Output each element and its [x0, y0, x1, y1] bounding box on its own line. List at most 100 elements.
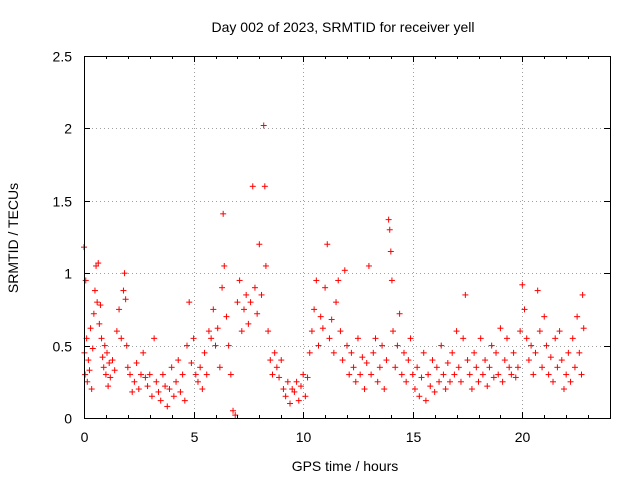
- data-point: [227, 371, 234, 378]
- data-point: [381, 386, 388, 393]
- y-tick-label: 0.5: [53, 339, 73, 355]
- data-point: [554, 364, 561, 371]
- data-point: [297, 383, 304, 390]
- x-tick-label: 10: [296, 429, 312, 445]
- data-point: [220, 210, 227, 217]
- data-point: [565, 349, 572, 356]
- data-point: [101, 342, 108, 349]
- data-point: [260, 122, 267, 129]
- data-point: [88, 386, 95, 393]
- data-point: [208, 335, 215, 342]
- plot-frame: [84, 56, 611, 419]
- data-point: [422, 397, 429, 404]
- data-point: [282, 393, 289, 400]
- data-point: [420, 349, 427, 356]
- data-point: [262, 262, 269, 269]
- data-point: [86, 367, 93, 374]
- data-point: [116, 306, 123, 313]
- data-point: [127, 371, 134, 378]
- data-point: [493, 349, 500, 356]
- data-point: [396, 310, 403, 317]
- data-point: [240, 306, 247, 313]
- data-point: [151, 335, 158, 342]
- data-point: [363, 359, 370, 366]
- data-point: [122, 296, 129, 303]
- data-point: [223, 313, 230, 320]
- data-point: [199, 386, 206, 393]
- data-point: [91, 287, 98, 294]
- data-point: [197, 364, 204, 371]
- data-point: [306, 349, 313, 356]
- data-point: [194, 378, 201, 385]
- data-point: [311, 306, 318, 313]
- data-point: [528, 342, 535, 349]
- data-point: [574, 313, 581, 320]
- data-point: [313, 277, 320, 284]
- data-point: [118, 335, 125, 342]
- data-point: [333, 299, 340, 306]
- data-point: [400, 349, 407, 356]
- data-point: [148, 393, 155, 400]
- data-point: [284, 378, 291, 385]
- data-point: [506, 364, 513, 371]
- data-point: [350, 364, 357, 371]
- data-point: [453, 328, 460, 335]
- data-point: [403, 378, 410, 385]
- data-point: [359, 354, 366, 361]
- data-point: [576, 349, 583, 356]
- data-point: [308, 328, 315, 335]
- data-point: [142, 374, 149, 381]
- data-point: [273, 364, 280, 371]
- data-point: [517, 328, 524, 335]
- data-point: [293, 378, 300, 385]
- data-point: [144, 383, 151, 390]
- data-point: [216, 364, 223, 371]
- data-point: [550, 378, 557, 385]
- data-point: [365, 262, 372, 269]
- data-point: [82, 277, 89, 284]
- data-point: [133, 359, 140, 366]
- data-point: [457, 378, 464, 385]
- data-point: [267, 357, 274, 364]
- data-point: [155, 388, 162, 395]
- data-point: [219, 284, 226, 291]
- data-point: [477, 335, 484, 342]
- data-point: [361, 386, 368, 393]
- data-point: [212, 342, 219, 349]
- y-tick-label: 2.5: [53, 49, 73, 65]
- data-point: [135, 386, 142, 393]
- data-point: [462, 291, 469, 298]
- data-point: [96, 320, 103, 327]
- y-axis-label: SRMTID / TECUs: [5, 183, 21, 293]
- data-point: [82, 371, 89, 378]
- data-point: [181, 397, 188, 404]
- data-point: [416, 393, 423, 400]
- data-point: [429, 357, 436, 364]
- x-axis-label: GPS time / hours: [292, 458, 399, 474]
- data-point: [536, 328, 543, 335]
- data-point: [102, 371, 109, 378]
- data-point: [179, 371, 186, 378]
- data-point: [245, 320, 252, 327]
- data-points: [81, 122, 587, 419]
- data-point: [541, 313, 548, 320]
- data-point: [94, 299, 101, 306]
- data-point: [280, 386, 287, 393]
- data-point: [411, 386, 418, 393]
- data-point: [201, 349, 208, 356]
- data-point: [530, 371, 537, 378]
- data-point: [291, 388, 298, 395]
- data-point: [484, 383, 491, 390]
- data-point: [278, 357, 285, 364]
- data-point: [407, 335, 414, 342]
- data-point: [563, 371, 570, 378]
- data-point: [330, 349, 337, 356]
- data-point: [236, 277, 243, 284]
- data-point: [98, 335, 105, 342]
- data-point: [460, 335, 467, 342]
- data-point: [348, 349, 355, 356]
- data-point: [238, 328, 245, 335]
- data-point: [374, 378, 381, 385]
- data-point: [339, 357, 346, 364]
